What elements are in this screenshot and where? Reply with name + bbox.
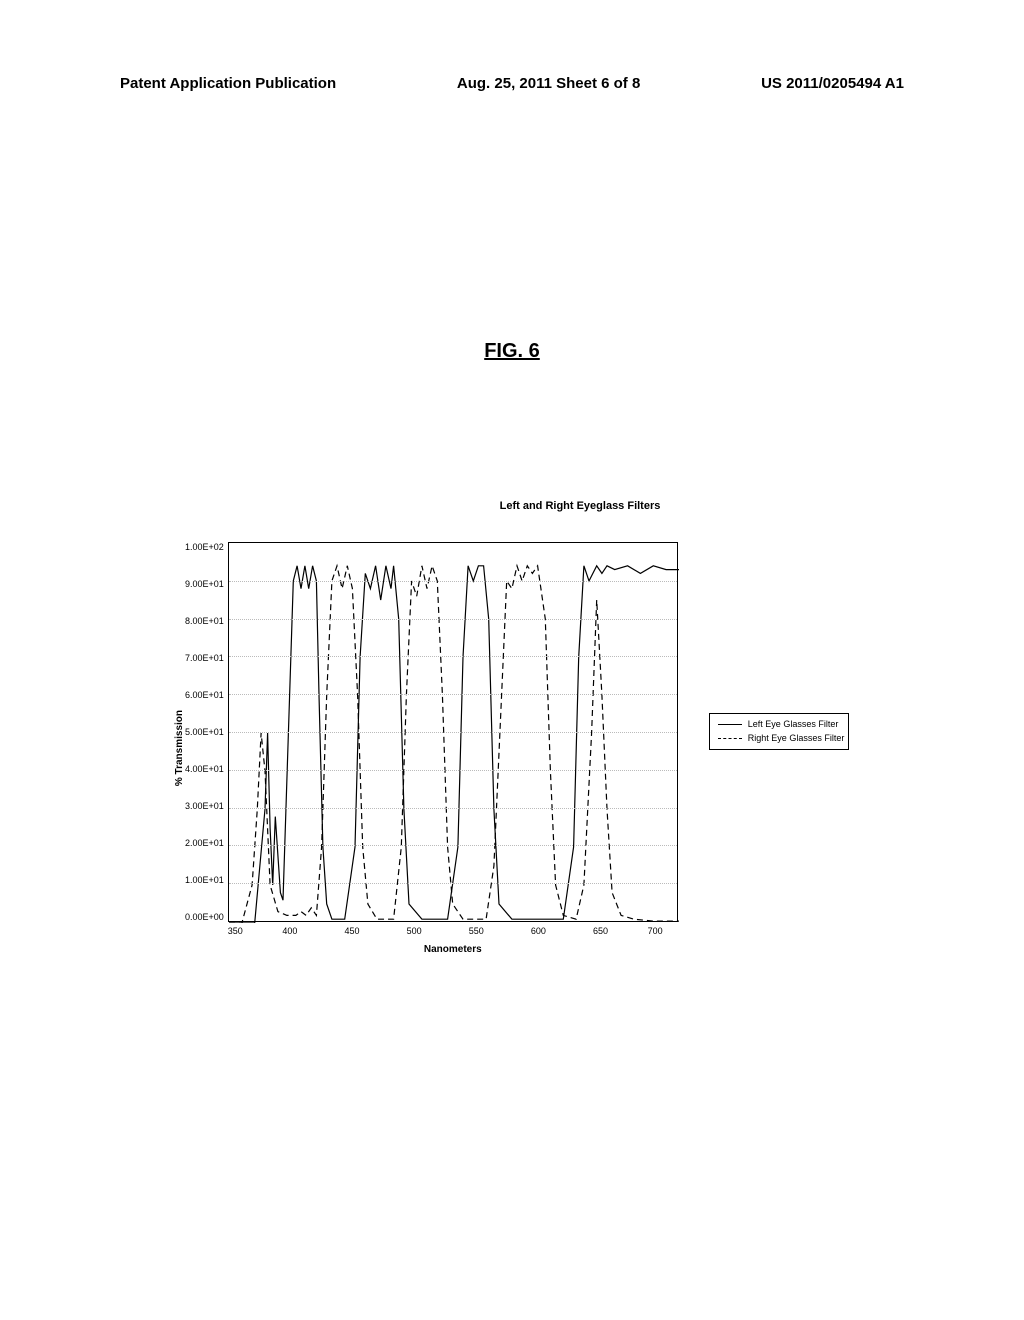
plot-area: Left Eye Glasses Filter Right Eye Glasse… xyxy=(228,542,678,922)
legend-swatch-solid xyxy=(718,724,742,725)
x-tick: 650 xyxy=(593,926,608,936)
y-tick: 6.00E+01 xyxy=(185,690,224,700)
y-tick: 4.00E+01 xyxy=(185,764,224,774)
y-axis-label: % Transmission xyxy=(170,710,185,786)
y-tick: 9.00E+01 xyxy=(185,579,224,589)
header-right: US 2011/0205494 A1 xyxy=(761,75,904,92)
page: Patent Application Publication Aug. 25, … xyxy=(0,0,1024,1320)
x-tick: 600 xyxy=(531,926,546,936)
page-header: Patent Application Publication Aug. 25, … xyxy=(0,75,1024,92)
y-tick: 7.00E+01 xyxy=(185,653,224,663)
legend-label-right: Right Eye Glasses Filter xyxy=(748,732,845,746)
plot-wrap: Left Eye Glasses Filter Right Eye Glasse… xyxy=(228,542,678,955)
y-tick: 1.00E+01 xyxy=(185,875,224,885)
header-center: Aug. 25, 2011 Sheet 6 of 8 xyxy=(457,75,640,92)
legend: Left Eye Glasses Filter Right Eye Glasse… xyxy=(709,713,849,750)
chart-title: Left and Right Eyeglass Filters xyxy=(270,500,890,512)
x-ticks: 350 400 450 500 550 600 650 700 xyxy=(228,926,678,936)
chart-body: % Transmission 1.00E+02 9.00E+01 8.00E+0… xyxy=(170,542,890,955)
y-tick: 8.00E+01 xyxy=(185,616,224,626)
y-tick: 0.00E+00 xyxy=(185,912,224,922)
y-tick: 3.00E+01 xyxy=(185,801,224,811)
y-tick: 5.00E+01 xyxy=(185,727,224,737)
y-tick: 1.00E+02 xyxy=(185,542,224,552)
x-tick: 450 xyxy=(345,926,360,936)
header-left: Patent Application Publication xyxy=(120,75,336,92)
x-axis-label: Nanometers xyxy=(228,944,678,955)
y-ticks: 1.00E+02 9.00E+01 8.00E+01 7.00E+01 6.00… xyxy=(185,542,228,922)
legend-row-left: Left Eye Glasses Filter xyxy=(718,718,840,732)
x-tick: 400 xyxy=(282,926,297,936)
chart-container: Left and Right Eyeglass Filters % Transm… xyxy=(170,500,890,955)
x-tick: 700 xyxy=(648,926,663,936)
y-tick: 2.00E+01 xyxy=(185,838,224,848)
legend-row-right: Right Eye Glasses Filter xyxy=(718,732,840,746)
figure-label: FIG. 6 xyxy=(0,340,1024,363)
x-tick: 350 xyxy=(228,926,243,936)
legend-swatch-dashed xyxy=(718,738,742,739)
x-tick: 500 xyxy=(407,926,422,936)
legend-label-left: Left Eye Glasses Filter xyxy=(748,718,839,732)
x-tick: 550 xyxy=(469,926,484,936)
grid-lines xyxy=(229,543,677,921)
